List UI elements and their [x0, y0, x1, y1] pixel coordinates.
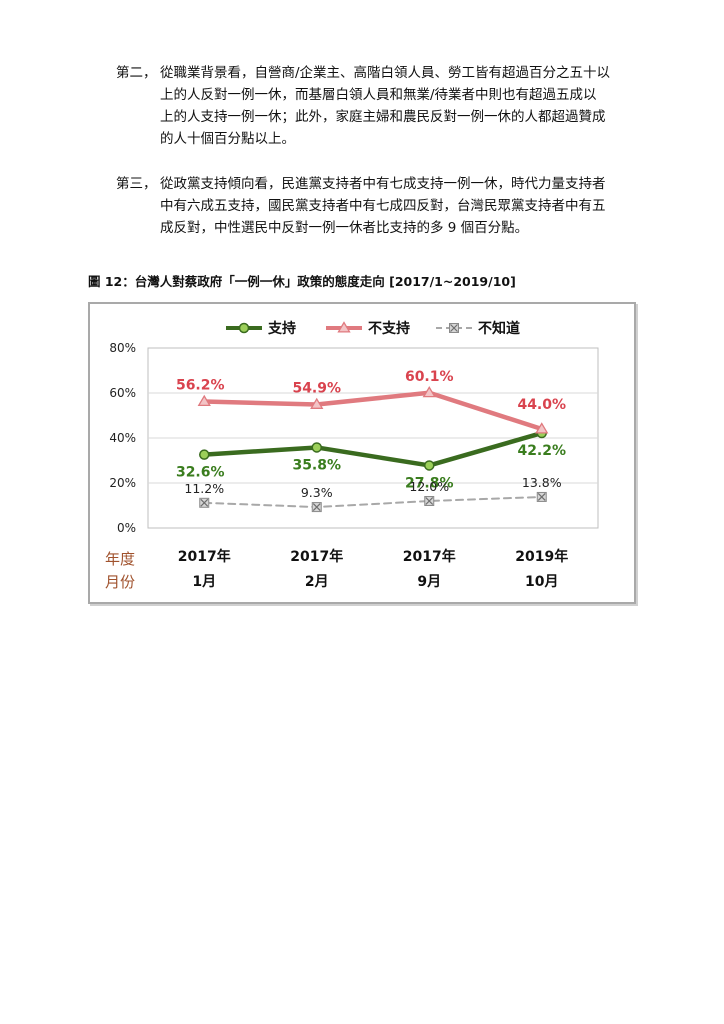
- series-3-point-cross: [312, 503, 321, 511]
- series-1-data-label: 32.6%: [176, 465, 225, 481]
- series-3-point-cross: [200, 498, 209, 507]
- x-tick-label-month: 1月: [192, 574, 216, 590]
- chart-frame: 0% 20% 40% 60% 80% 2017年 1月 2017年 2月 2017年 9月 2019年…: [88, 302, 636, 604]
- x-tick-label-year: 2017年: [290, 548, 343, 565]
- y-tick-label: 60%: [109, 386, 136, 400]
- paragraph-line: 中有六成五支持，國民黨支持者中有七成四反對，台灣民眾黨支持者中有五: [160, 198, 606, 214]
- series-1-line: [202, 430, 544, 468]
- legend-marker: [337, 321, 351, 333]
- series-3-data-label: 9.3%: [301, 485, 333, 500]
- legend-label: 不支持: [368, 320, 410, 337]
- paragraph-2: 第二， 從職業背景看，自營商/企業主、高階白領人員、勞工皆有超過百分之五十以 上…: [116, 62, 656, 150]
- legend-label: 不知道: [478, 320, 520, 337]
- series-2-data-label: 44.0%: [517, 397, 566, 413]
- axis-note-month: 月份: [105, 573, 135, 591]
- series-2-line: [202, 390, 544, 432]
- legend-marker-cross: [450, 324, 458, 332]
- series-2-data-label: 60.1%: [405, 369, 454, 385]
- x-tick-label-month: 2月: [305, 574, 329, 590]
- paragraph-lead: 第三，: [116, 176, 157, 192]
- series-3-data-label: 13.8%: [522, 475, 562, 490]
- series-2-point: [422, 385, 436, 398]
- series-3-data-label: 12.0%: [409, 479, 449, 494]
- x-tick-label-month: 10月: [525, 574, 558, 590]
- x-tick-label-year: 2017年: [403, 548, 456, 565]
- x-tick-label-month: 9月: [417, 574, 441, 590]
- series-2-point: [310, 397, 324, 409]
- series-3-data-label: 11.2%: [184, 481, 224, 496]
- paragraph-line: 成反對，中性選民中反對一例一休者比支持的多 9 個百分點。: [160, 220, 529, 236]
- paragraph-line: 上的人反對一例一休，而基層白領人員和無業/待業者中則也有超過五成以: [160, 87, 597, 103]
- series-3-line: [203, 495, 543, 509]
- series-3-point-cross: [425, 497, 434, 505]
- y-tick-label: 40%: [109, 431, 136, 445]
- y-tick-label: 0%: [117, 521, 136, 535]
- paragraph-3: 第三， 從政黨支持傾向看，民進黨支持者中有七成支持一例一休，時代力量支持者 中有…: [116, 173, 656, 239]
- x-tick-label-year: 2017年: [178, 548, 231, 565]
- y-tick-label: 80%: [109, 341, 136, 355]
- series-1-point: [199, 449, 210, 460]
- series-2-data-label: 54.9%: [292, 380, 341, 396]
- paragraph-line: 的人十個百分點以上。: [160, 131, 295, 147]
- paragraph-lead: 第二，: [116, 65, 157, 81]
- series-1-data-label: 42.2%: [517, 443, 566, 459]
- line-chart: 0% 20% 40% 60% 80% 2017年 1月 2017年 2月 2017年 9月 2019年…: [105, 320, 599, 591]
- axis-note-year: 年度: [105, 550, 135, 568]
- series-1-data-label: 27.8%: [405, 475, 454, 491]
- series-1-point: [311, 442, 322, 453]
- legend-label: 支持: [267, 320, 296, 337]
- series-1-data-label: 35.8%: [292, 457, 341, 473]
- paragraph-line: 從政黨支持傾向看，民進黨支持者中有七成支持一例一休，時代力量支持者: [160, 176, 606, 192]
- series-3-point-cross: [537, 493, 546, 501]
- legend-marker: [238, 322, 250, 334]
- series-2-point: [535, 422, 549, 434]
- series-1-point: [424, 460, 435, 471]
- paragraph-line: 從職業背景看，自營商/企業主、高階白領人員、勞工皆有超過百分之五十以: [160, 65, 611, 81]
- series-2-point: [197, 394, 211, 407]
- x-tick-label-year: 2019年: [515, 548, 568, 565]
- paragraph-line: 上的人支持一例一休；此外，家庭主婦和農民反對一例一休的人都超過贊成: [160, 109, 606, 125]
- figure-caption: 圖 12：台灣人對蔡政府「一例一休」政策的態度走向 [2017/1~2019/1…: [88, 274, 516, 289]
- series-2-data-label: 56.2%: [176, 378, 225, 394]
- y-tick-label: 20%: [109, 476, 136, 490]
